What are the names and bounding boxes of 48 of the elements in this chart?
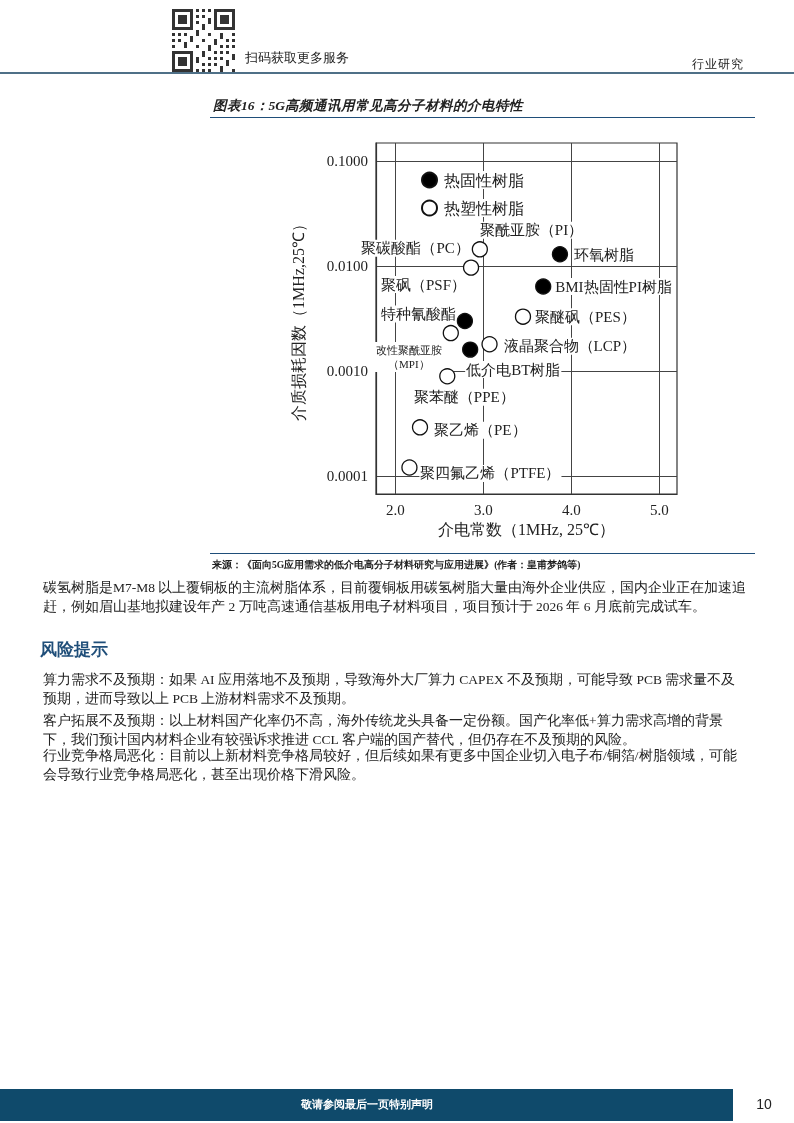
annotation: 聚苯醚（PPE） bbox=[413, 389, 515, 406]
source-note: 来源：《面向5G应用需求的低介电高分子材料研究与应用进展》(作者：皇甫梦鸽等) bbox=[212, 559, 581, 572]
x-tick-label: 5.0 bbox=[650, 501, 669, 518]
annotation: 聚醚砜（PES） bbox=[534, 308, 636, 325]
annotation: 液晶聚合物（LCP） bbox=[503, 338, 637, 355]
y-tick-label: 0.1000 bbox=[326, 153, 368, 170]
point bbox=[439, 368, 456, 385]
annotation: 聚四氟乙烯（PTFE） bbox=[420, 465, 561, 482]
x-tick-label: 3.0 bbox=[474, 501, 493, 518]
text: 敬请参阅最后一页特别声明 bbox=[299, 1098, 434, 1112]
point bbox=[535, 278, 552, 295]
annotation: BMI热固性PI树脂 bbox=[555, 278, 672, 295]
point bbox=[551, 246, 569, 263]
y-tick-label: 0.0001 bbox=[326, 467, 368, 484]
text: 扫码获取更多服务 bbox=[245, 49, 349, 67]
text: 客户拓展不及预期：以上材料国产化率仍不高，海外传统龙头具备一定份额。国产化率低+算力需求高增的背景下，我们预计国内材料企业有较强诉求推进 CCL 客户端的国产替代，但仍存在不及预期的风险。 bbox=[43, 712, 724, 748]
legend-label: 热塑性树脂 bbox=[444, 199, 524, 217]
y-tick-label: 0.0010 bbox=[326, 363, 368, 379]
point bbox=[401, 459, 418, 476]
annotation: 特种氰酸酯 bbox=[380, 306, 456, 323]
point bbox=[481, 336, 498, 353]
text: 碳氢树脂是M7-M8 以上覆铜板的主流树脂体系，目前覆铜板用碳氢树脂大量由海外企业供应，国内企业正在加速追赶，例如眉山基地拟建设年产 2 万吨高速通信基板用电子材料项目，项目预计于 2026 年 6 月底前完成试车。 bbox=[43, 579, 748, 616]
point bbox=[456, 312, 474, 330]
annotation: 改性聚酰亚胺（MPI） bbox=[375, 344, 442, 371]
text: 行业竞争格局恶化：目前以上新材料竞争格局较好，但后续如果有更多中国企业切入电子布/铜箔/树脂领域，可能会导致行业竞争格局恶化，甚至出现价格下滑风险。 bbox=[43, 747, 738, 784]
point bbox=[411, 419, 429, 436]
point bbox=[442, 324, 459, 342]
text: 风险提示 bbox=[40, 639, 108, 660]
legend-label: 热固性树脂 bbox=[444, 171, 524, 189]
x-tick-label: 2.0 bbox=[385, 501, 405, 518]
y-axis-title: 介质损耗因数（1MHz,25℃） bbox=[289, 216, 307, 421]
text: 行业研究 bbox=[692, 57, 744, 72]
annotation: 低介电BT树脂 bbox=[466, 361, 561, 378]
y-tick-label: 0.0100 bbox=[326, 258, 368, 275]
point bbox=[462, 259, 480, 276]
annotation: 环氧树脂 bbox=[573, 247, 634, 264]
point bbox=[462, 341, 479, 358]
annotation: 聚乙烯（PE） bbox=[434, 422, 527, 439]
annotation: 聚碳酸酯（PC） bbox=[361, 240, 470, 257]
point bbox=[514, 308, 532, 325]
x-axis-title: 介电常数（1MHz, 25℃） bbox=[438, 521, 615, 539]
annotation: 聚酰亚胺（PI） bbox=[479, 222, 584, 239]
text: 10 bbox=[755, 1096, 773, 1112]
point bbox=[471, 241, 488, 258]
x-tick-label: 4.0 bbox=[562, 501, 581, 518]
text: 算力需求不及预期：如果 AI 应用落地不及预期，导致海外大厂算力 CAPEX 不及预期，可能导致 PCB 需求量不及预期，进而导致以上 PCB 上游材料需求不及预期。 bbox=[43, 671, 737, 708]
chart-title: 图表16：5G高频通讯用常见高分子材料的介电特性 bbox=[213, 97, 523, 115]
annotation: 聚砜（PSF） bbox=[381, 276, 467, 293]
